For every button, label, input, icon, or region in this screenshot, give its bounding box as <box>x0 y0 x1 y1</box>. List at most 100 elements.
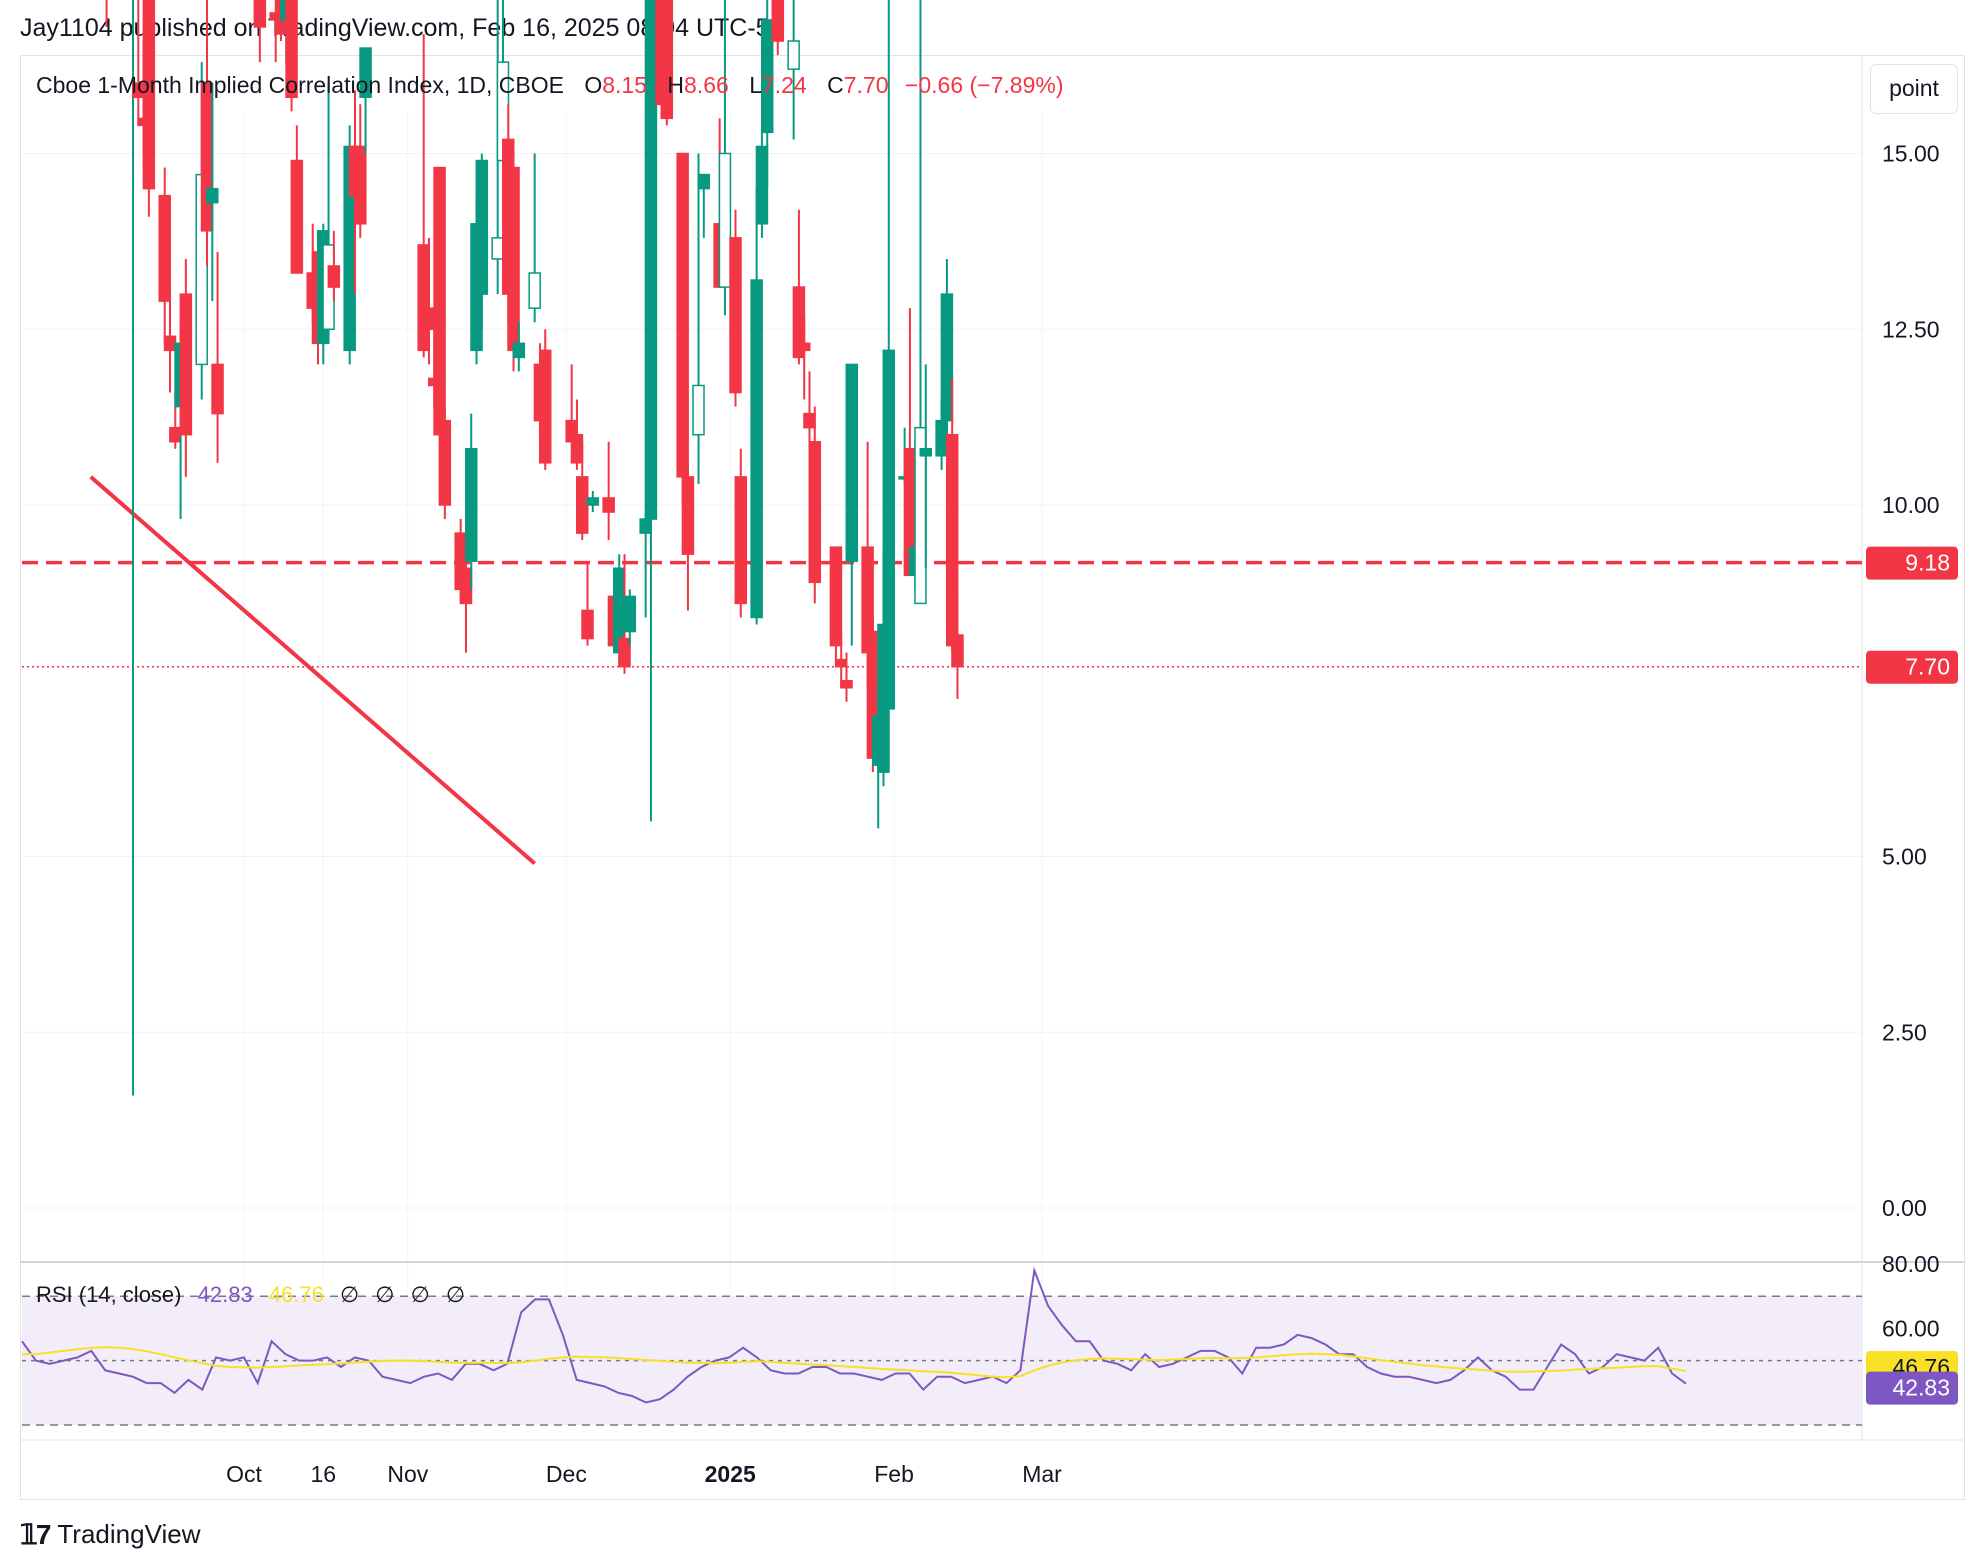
symbol-legend: Cboe 1-Month Implied Correlation Index, … <box>36 72 1063 99</box>
candle-body <box>285 0 298 99</box>
candle-body <box>803 412 816 429</box>
low-label: L <box>749 72 762 98</box>
rsi-placeholder: ∅ <box>410 1282 430 1307</box>
candle-body <box>935 419 948 457</box>
level-price-label: 9.18 <box>1905 550 1950 576</box>
candle-body <box>681 476 695 555</box>
rsi-title: RSI (14, close) <box>36 1282 182 1307</box>
y-tick-label: 12.50 <box>1882 316 1940 342</box>
candle-body <box>206 187 219 204</box>
candle-body <box>771 0 785 42</box>
x-tick-label: Oct <box>226 1461 262 1487</box>
candle-body <box>359 47 372 99</box>
y-tick-label: 0.00 <box>1882 1195 1927 1221</box>
rsi-placeholder: ∅ <box>445 1282 466 1307</box>
rsi-y-tick-label: 60.00 <box>1882 1315 1940 1341</box>
change-value: −0.66 (−7.89%) <box>904 72 1064 98</box>
candle-body <box>602 497 615 513</box>
candle-body <box>169 426 182 443</box>
rsi-value: 42.83 <box>197 1282 253 1307</box>
candle-body <box>718 152 732 288</box>
candle-body <box>692 384 705 436</box>
candle-body <box>211 363 224 415</box>
candle-body <box>882 349 896 710</box>
candle-body <box>422 307 436 331</box>
candle-body <box>538 349 552 464</box>
candle-body <box>840 680 853 689</box>
close-value: 7.70 <box>843 72 889 98</box>
x-tick-label: Feb <box>874 1461 914 1487</box>
unit-button[interactable]: point <box>1870 64 1958 114</box>
x-tick-label: Dec <box>546 1461 587 1487</box>
tradingview-logo-icon: 𝟙7 <box>20 1519 51 1550</box>
y-tick-label: 5.00 <box>1882 844 1927 870</box>
candle-body <box>438 419 452 506</box>
candle-body <box>586 497 600 506</box>
rsi-placeholder: ∅ <box>375 1282 395 1307</box>
candle-body <box>660 0 674 120</box>
y-tick-label: 2.50 <box>1882 1019 1927 1045</box>
candle-body <box>676 152 689 478</box>
candle-body <box>755 145 769 225</box>
candle-body <box>475 159 489 295</box>
candle-body <box>787 40 800 70</box>
candle-body <box>417 244 430 352</box>
candle-body <box>253 0 267 28</box>
candle-body <box>327 265 341 288</box>
y-tick-label: 10.00 <box>1882 492 1940 518</box>
candle-body <box>491 237 504 260</box>
rsi-y-tick-label: 80.00 <box>1882 1251 1940 1277</box>
x-tick-label: Nov <box>387 1461 428 1487</box>
high-value: 8.66 <box>684 72 729 98</box>
candle-body <box>200 82 214 232</box>
rsi-ma-value: 46.76 <box>268 1282 324 1307</box>
level-price-label-bg <box>1866 546 1958 580</box>
candle-body <box>158 194 171 302</box>
open-value: 8.15 <box>602 72 648 98</box>
candle-body <box>734 476 748 605</box>
chart-frame <box>20 55 1965 1500</box>
candle-body <box>528 272 541 309</box>
candle-body <box>697 173 711 190</box>
candle-body <box>179 293 193 436</box>
candle-body <box>951 634 964 668</box>
rsi-ma-line <box>22 1346 1687 1379</box>
candle-body <box>465 448 478 562</box>
candle-body <box>290 159 304 274</box>
candle-body <box>163 335 177 352</box>
x-tick-label: Mar <box>1022 1461 1062 1487</box>
brand-name: TradingView <box>57 1519 201 1549</box>
candle-body <box>354 145 367 225</box>
trendline <box>89 475 536 866</box>
rsi-placeholder: ∅ <box>340 1282 360 1307</box>
candle-body <box>575 476 589 534</box>
candle-body <box>618 637 631 668</box>
rsi-value-label: 42.83 <box>1892 1375 1950 1401</box>
last-price-label-bg <box>1866 650 1958 684</box>
rsi-legend: RSI (14, close) 42.83 46.76 ∅ ∅ ∅ ∅ <box>36 1282 465 1308</box>
candle-body <box>581 609 594 640</box>
candle-body <box>808 440 822 584</box>
rsi-value-label-bg <box>1866 1371 1958 1405</box>
brand[interactable]: 𝟙7 TradingView <box>20 1518 200 1551</box>
x-tick-label: 16 <box>310 1461 336 1487</box>
candle-body <box>729 237 742 394</box>
rsi-line <box>21 1266 1687 1404</box>
open-label: O <box>584 72 603 98</box>
x-tick-label: 2025 <box>705 1461 756 1487</box>
candle-body <box>644 0 658 520</box>
candle-body <box>945 433 959 647</box>
last-price-label: 7.70 <box>1905 654 1950 680</box>
candle-body <box>623 595 637 633</box>
y-tick-label: 15.00 <box>1882 141 1940 167</box>
low-value: 7.24 <box>761 72 807 98</box>
candle-body <box>142 0 156 190</box>
candle-body <box>919 448 933 457</box>
candle-body <box>760 19 774 134</box>
candle-body <box>639 518 652 534</box>
high-label: H <box>667 72 685 98</box>
candle-body <box>940 293 954 422</box>
candle-body <box>829 546 843 647</box>
candle-body <box>750 279 763 619</box>
